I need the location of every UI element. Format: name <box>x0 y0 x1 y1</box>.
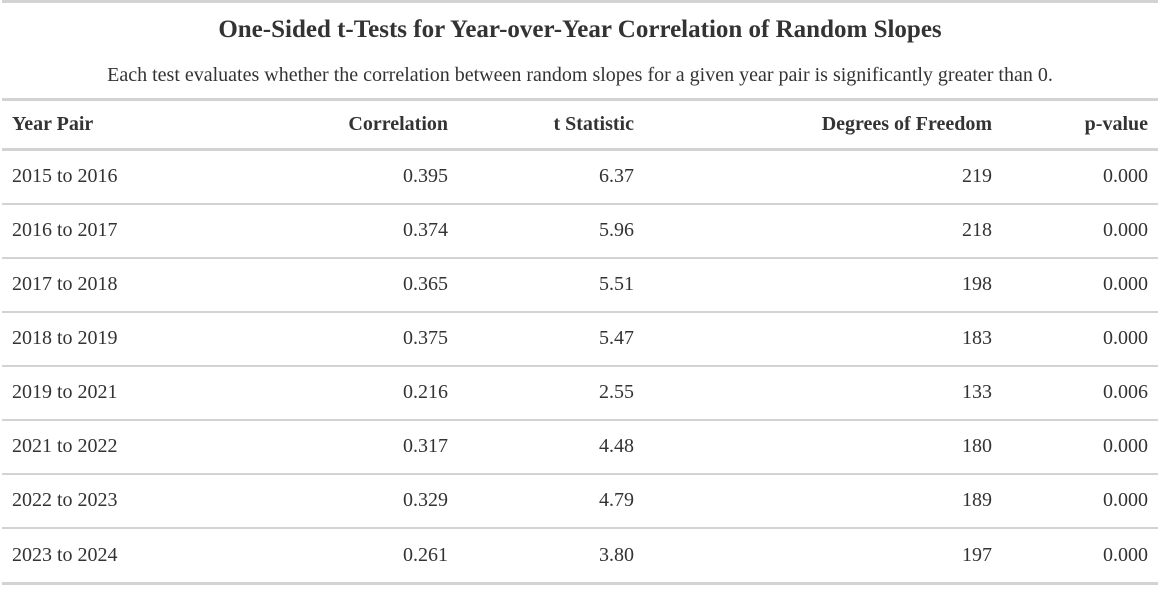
header-correlation: Correlation <box>348 113 448 135</box>
cell-t-statistic: 3.80 <box>599 543 634 566</box>
cell-t-statistic: 6.37 <box>599 165 634 188</box>
cell-p-value: 0.006 <box>1103 381 1148 403</box>
cell-degrees-of-freedom: 198 <box>962 273 992 295</box>
cell-degrees-of-freedom: 219 <box>962 165 992 188</box>
cell-degrees-of-freedom: 183 <box>962 327 992 349</box>
cell-year-pair: 2023 to 2024 <box>12 543 118 566</box>
cell-year-pair: 2016 to 2017 <box>12 219 118 241</box>
cell-year-pair: 2015 to 2016 <box>12 165 118 188</box>
table-row: 2016 to 2017 0.374 5.96 218 0.000 <box>2 203 1158 258</box>
cell-t-statistic: 4.48 <box>599 435 634 457</box>
cell-degrees-of-freedom: 197 <box>962 543 992 566</box>
cell-t-statistic: 5.51 <box>599 273 634 295</box>
cell-correlation: 0.365 <box>403 273 448 295</box>
cell-correlation: 0.329 <box>403 489 448 511</box>
table-row: 2015 to 2016 0.395 6.37 219 0.000 <box>2 150 1158 204</box>
table-row: 2019 to 2021 0.216 2.55 133 0.006 <box>2 365 1158 420</box>
cell-year-pair: 2018 to 2019 <box>12 327 118 349</box>
header-row: Year Pair Correlation t Statistic Degree… <box>2 99 1158 150</box>
header-p-value: p-value <box>1084 113 1148 135</box>
cell-year-pair: 2017 to 2018 <box>12 273 118 295</box>
table-body: 2015 to 2016 0.395 6.37 219 0.000 2016 t… <box>2 150 1158 582</box>
cell-year-pair: 2021 to 2022 <box>12 435 118 457</box>
cell-correlation: 0.317 <box>403 435 448 457</box>
cell-t-statistic: 5.47 <box>599 327 634 349</box>
header-year-pair: Year Pair <box>12 113 94 135</box>
table-subtitle: Each test evaluates whether the correlat… <box>107 64 1053 86</box>
table-row: 2018 to 2019 0.375 5.47 183 0.000 <box>2 311 1158 366</box>
cell-degrees-of-freedom: 189 <box>962 489 992 511</box>
cell-p-value: 0.000 <box>1103 543 1148 566</box>
results-table: Year Pair Correlation t Statistic Degree… <box>2 98 1158 582</box>
table-row: 2023 to 2024 0.261 3.80 197 0.000 <box>2 527 1158 582</box>
table-row: 2017 to 2018 0.365 5.51 198 0.000 <box>2 257 1158 312</box>
cell-correlation: 0.374 <box>403 219 448 241</box>
cell-year-pair: 2022 to 2023 <box>12 489 118 511</box>
table-row: 2021 to 2022 0.317 4.48 180 0.000 <box>2 419 1158 474</box>
cell-p-value: 0.000 <box>1103 435 1148 457</box>
header-degrees-of-freedom: Degrees of Freedom <box>821 113 992 135</box>
cell-t-statistic: 4.79 <box>599 489 634 511</box>
cell-t-statistic: 2.55 <box>599 381 634 403</box>
cell-p-value: 0.000 <box>1103 327 1148 349</box>
header-t-statistic: t Statistic <box>553 113 634 135</box>
cell-p-value: 0.000 <box>1103 273 1148 295</box>
cell-correlation: 0.375 <box>403 327 448 349</box>
cell-correlation: 0.216 <box>403 381 448 403</box>
cell-correlation: 0.395 <box>403 165 448 188</box>
table-title: One-Sided t-Tests for Year-over-Year Cor… <box>218 16 942 43</box>
table-header: Year Pair Correlation t Statistic Degree… <box>2 99 1158 150</box>
cell-year-pair: 2019 to 2021 <box>12 381 118 403</box>
cell-t-statistic: 5.96 <box>599 219 634 241</box>
cell-p-value: 0.000 <box>1103 489 1148 511</box>
cell-correlation: 0.261 <box>403 543 448 566</box>
cell-p-value: 0.000 <box>1103 165 1148 188</box>
cell-degrees-of-freedom: 133 <box>962 381 992 403</box>
cell-p-value: 0.000 <box>1103 219 1148 241</box>
cell-degrees-of-freedom: 218 <box>962 219 992 241</box>
table-row: 2022 to 2023 0.329 4.79 189 0.000 <box>2 473 1158 528</box>
cell-degrees-of-freedom: 180 <box>962 435 992 457</box>
